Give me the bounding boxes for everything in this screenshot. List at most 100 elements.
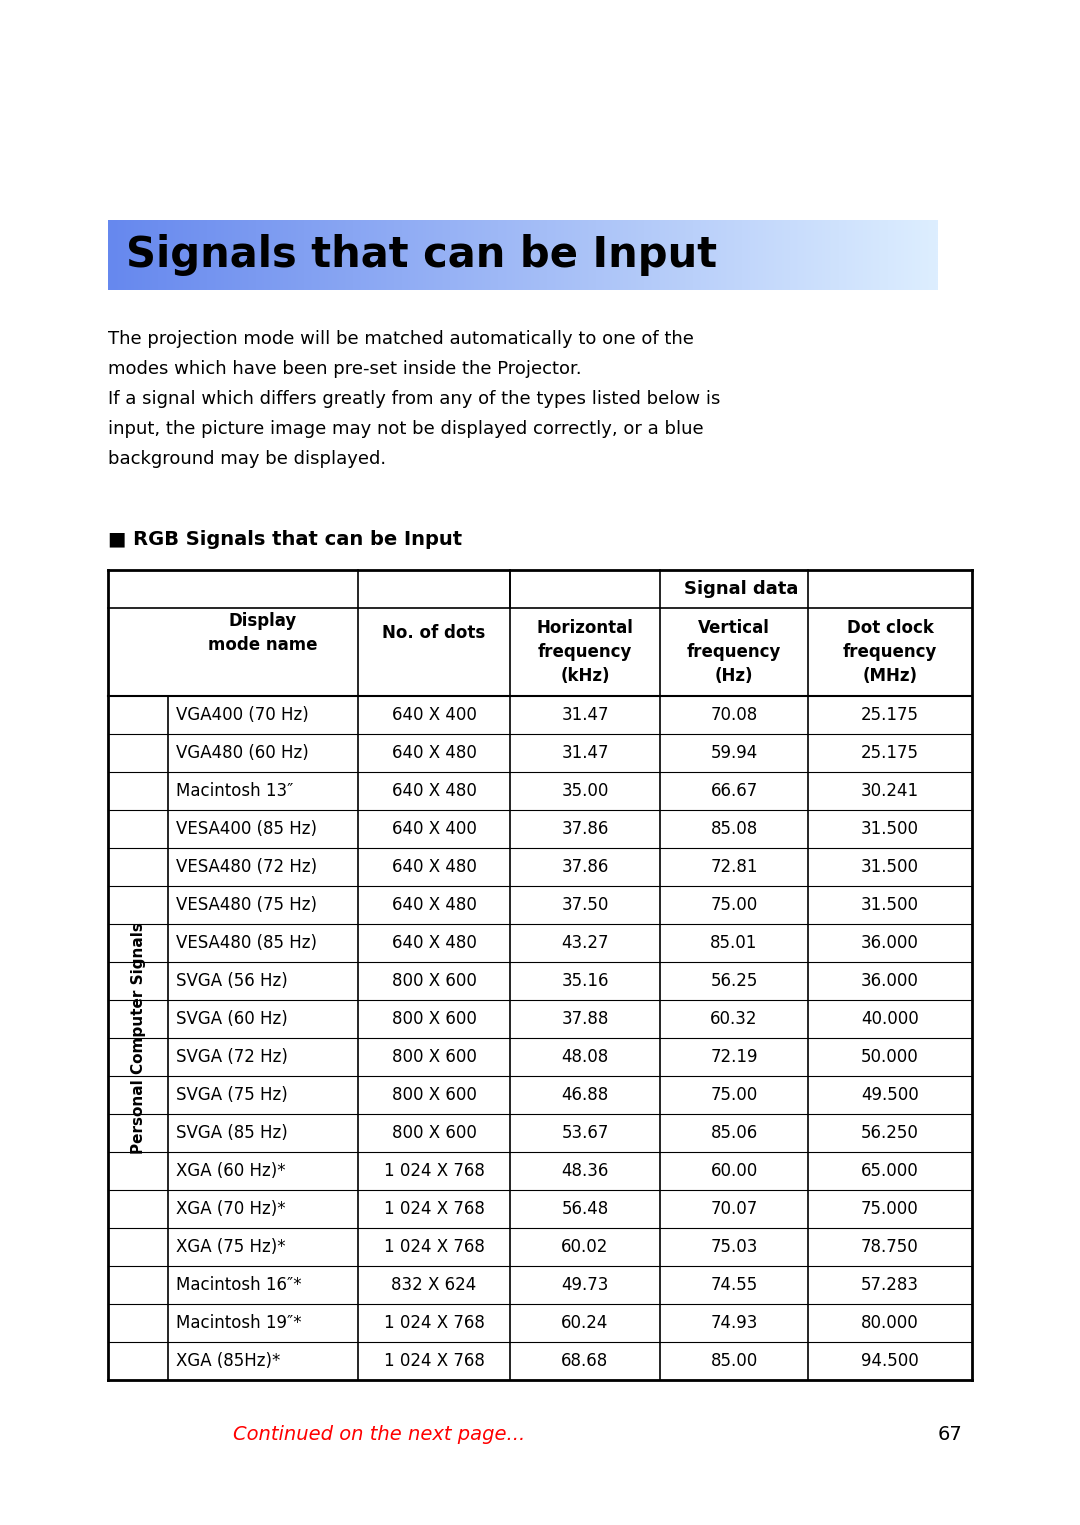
Text: 67: 67 [937,1424,962,1444]
Text: 94.500: 94.500 [861,1353,919,1369]
Text: ■ RGB Signals that can be Input: ■ RGB Signals that can be Input [108,531,462,549]
Text: 48.08: 48.08 [562,1048,609,1066]
Text: 640 X 480: 640 X 480 [392,782,476,801]
Text: 37.86: 37.86 [562,820,609,839]
Text: 56.48: 56.48 [562,1200,609,1218]
Text: VESA400 (85 Hz): VESA400 (85 Hz) [176,820,318,839]
Text: 37.86: 37.86 [562,859,609,875]
Text: 31.500: 31.500 [861,820,919,839]
Text: 25.175: 25.175 [861,706,919,724]
Text: 31.47: 31.47 [562,706,609,724]
Text: SVGA (60 Hz): SVGA (60 Hz) [176,1010,287,1028]
Text: 35.00: 35.00 [562,782,609,801]
Text: 800 X 600: 800 X 600 [392,1086,476,1104]
Text: 53.67: 53.67 [562,1124,609,1142]
Text: Macintosh 19″*: Macintosh 19″* [176,1315,301,1331]
Text: SVGA (85 Hz): SVGA (85 Hz) [176,1124,287,1142]
Text: 1 024 X 768: 1 024 X 768 [383,1162,485,1180]
Text: 48.36: 48.36 [562,1162,609,1180]
Text: 85.00: 85.00 [711,1353,758,1369]
Text: 72.19: 72.19 [711,1048,758,1066]
Text: SVGA (75 Hz): SVGA (75 Hz) [176,1086,287,1104]
Text: 40.000: 40.000 [861,1010,919,1028]
Text: 75.00: 75.00 [711,1086,758,1104]
Text: 31.500: 31.500 [861,897,919,913]
Text: No. of dots: No. of dots [382,624,486,642]
Text: 60.02: 60.02 [562,1238,609,1257]
Text: 70.08: 70.08 [711,706,758,724]
Text: 832 X 624: 832 X 624 [391,1276,476,1295]
Text: 36.000: 36.000 [861,971,919,990]
Text: 74.55: 74.55 [711,1276,758,1295]
Text: 85.01: 85.01 [711,933,758,952]
Text: 640 X 400: 640 X 400 [392,820,476,839]
Text: 640 X 480: 640 X 480 [392,897,476,913]
Text: 57.283: 57.283 [861,1276,919,1295]
Text: 640 X 480: 640 X 480 [392,859,476,875]
Text: 37.88: 37.88 [562,1010,609,1028]
Text: 800 X 600: 800 X 600 [392,1048,476,1066]
Text: 25.175: 25.175 [861,744,919,762]
Text: 800 X 600: 800 X 600 [392,1124,476,1142]
Text: XGA (85Hz)*: XGA (85Hz)* [176,1353,281,1369]
Text: 56.250: 56.250 [861,1124,919,1142]
Text: 640 X 480: 640 X 480 [392,933,476,952]
Text: 46.88: 46.88 [562,1086,609,1104]
Text: 800 X 600: 800 X 600 [392,1010,476,1028]
Text: 36.000: 36.000 [861,933,919,952]
Text: 800 X 600: 800 X 600 [392,971,476,990]
Text: 49.500: 49.500 [861,1086,919,1104]
Text: VESA480 (75 Hz): VESA480 (75 Hz) [176,897,318,913]
Text: VGA480 (60 Hz): VGA480 (60 Hz) [176,744,309,762]
Text: 59.94: 59.94 [711,744,758,762]
Text: 31.47: 31.47 [562,744,609,762]
Text: SVGA (72 Hz): SVGA (72 Hz) [176,1048,288,1066]
Text: 35.16: 35.16 [562,971,609,990]
Text: If a signal which differs greatly from any of the types listed below is: If a signal which differs greatly from a… [108,390,720,409]
Text: Continued on the next page...: Continued on the next page... [233,1424,525,1444]
Text: XGA (70 Hz)*: XGA (70 Hz)* [176,1200,285,1218]
Text: Vertical
frequency
(Hz): Vertical frequency (Hz) [687,619,781,685]
Text: Signal data: Signal data [684,580,798,598]
Text: 31.500: 31.500 [861,859,919,875]
Text: XGA (75 Hz)*: XGA (75 Hz)* [176,1238,285,1257]
Text: 56.25: 56.25 [711,971,758,990]
Text: 65.000: 65.000 [861,1162,919,1180]
Text: Personal Computer Signals: Personal Computer Signals [131,923,146,1154]
Text: 85.06: 85.06 [711,1124,758,1142]
Text: 80.000: 80.000 [861,1315,919,1331]
Text: 1 024 X 768: 1 024 X 768 [383,1315,485,1331]
Text: 1 024 X 768: 1 024 X 768 [383,1353,485,1369]
Text: input, the picture image may not be displayed correctly, or a blue: input, the picture image may not be disp… [108,419,704,438]
Text: 78.750: 78.750 [861,1238,919,1257]
Text: 75.03: 75.03 [711,1238,758,1257]
Text: 640 X 480: 640 X 480 [392,744,476,762]
Text: 68.68: 68.68 [562,1353,609,1369]
Text: 1 024 X 768: 1 024 X 768 [383,1200,485,1218]
Text: Macintosh 13″: Macintosh 13″ [176,782,294,801]
Text: background may be displayed.: background may be displayed. [108,450,387,468]
Text: 37.50: 37.50 [562,897,609,913]
Text: VESA480 (85 Hz): VESA480 (85 Hz) [176,933,318,952]
Text: Horizontal
frequency
(kHz): Horizontal frequency (kHz) [537,619,634,685]
Text: 50.000: 50.000 [861,1048,919,1066]
Text: SVGA (56 Hz): SVGA (56 Hz) [176,971,287,990]
Text: 85.08: 85.08 [711,820,758,839]
Text: 75.00: 75.00 [711,897,758,913]
Text: 49.73: 49.73 [562,1276,609,1295]
Text: 43.27: 43.27 [562,933,609,952]
Text: Macintosh 16″*: Macintosh 16″* [176,1276,301,1295]
Text: Signals that can be Input: Signals that can be Input [126,233,717,276]
Text: 60.32: 60.32 [711,1010,758,1028]
Text: The projection mode will be matched automatically to one of the: The projection mode will be matched auto… [108,329,693,348]
Text: Display
mode name: Display mode name [208,612,318,654]
Text: 75.000: 75.000 [861,1200,919,1218]
Text: 74.93: 74.93 [711,1315,758,1331]
Text: 30.241: 30.241 [861,782,919,801]
Text: VESA480 (72 Hz): VESA480 (72 Hz) [176,859,318,875]
Text: 60.00: 60.00 [711,1162,758,1180]
Text: 60.24: 60.24 [562,1315,609,1331]
Text: 640 X 400: 640 X 400 [392,706,476,724]
Text: 72.81: 72.81 [711,859,758,875]
Text: Dot clock
frequency
(MHz): Dot clock frequency (MHz) [842,619,937,685]
